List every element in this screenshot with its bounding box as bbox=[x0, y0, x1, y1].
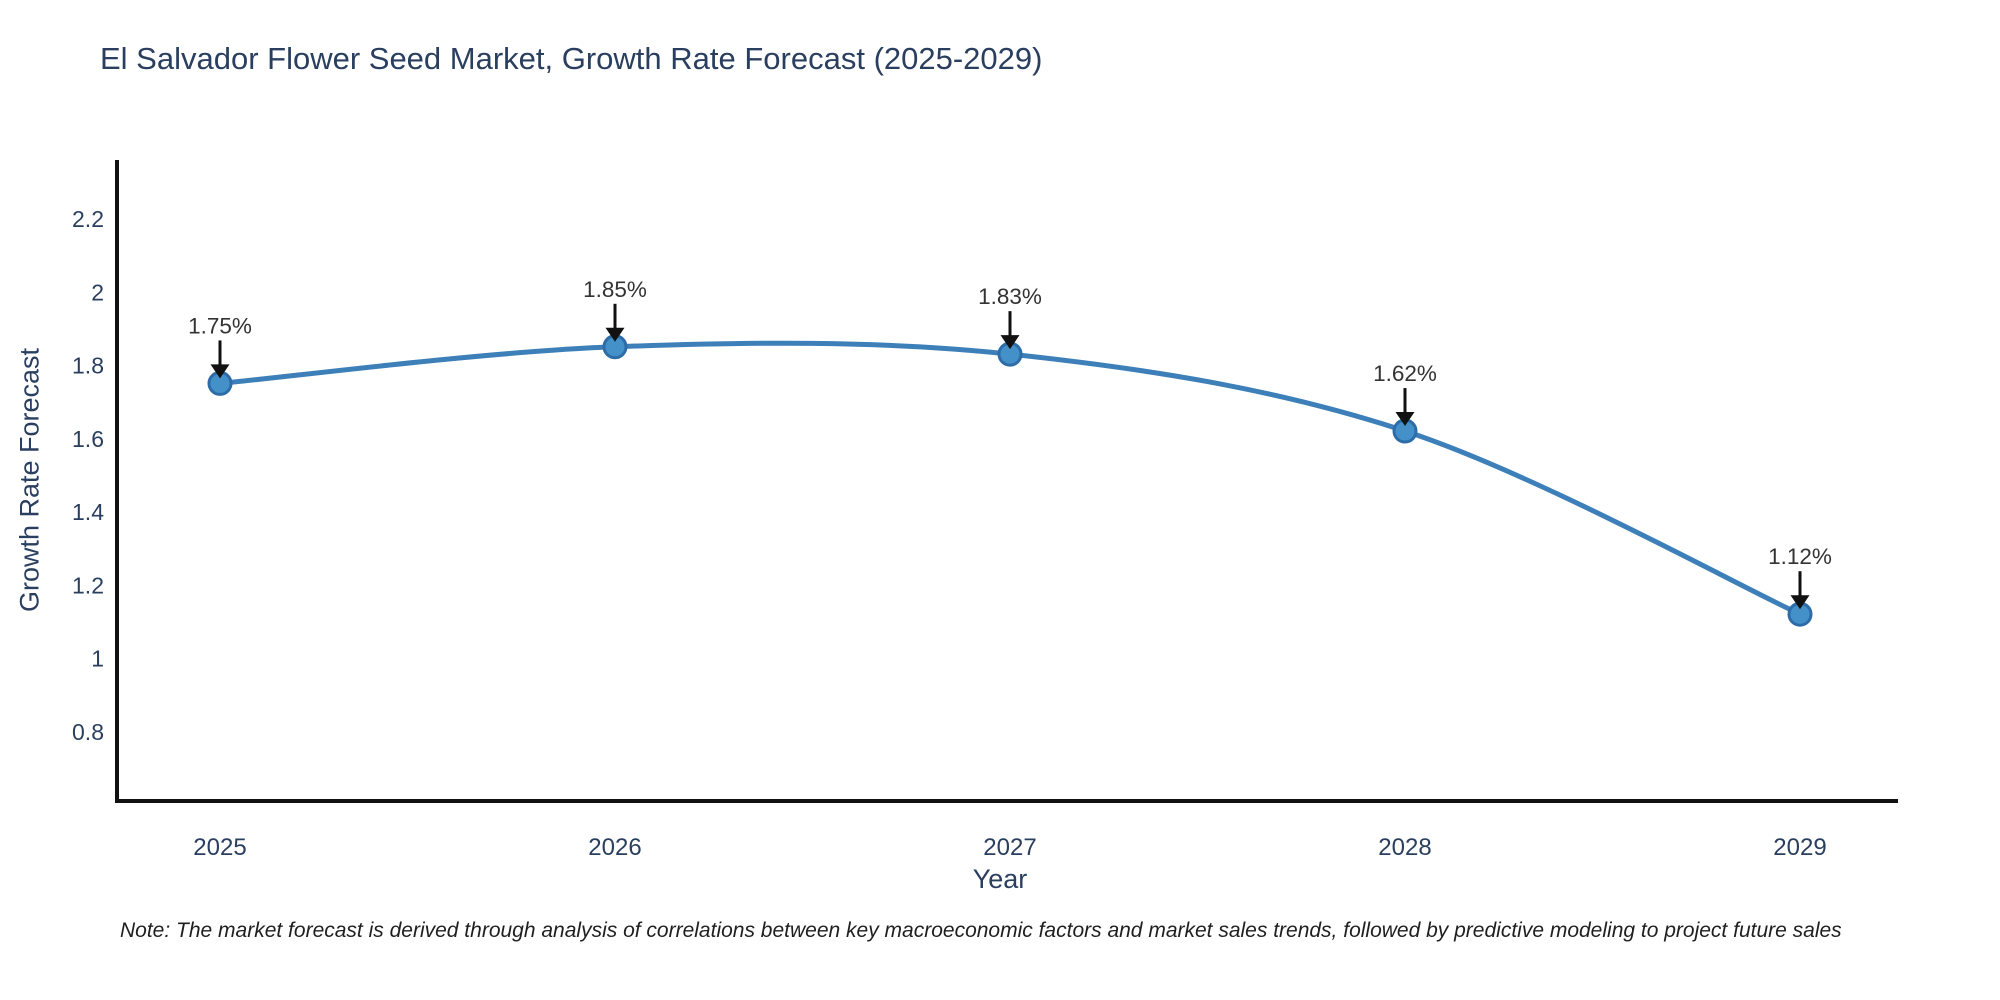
annotation-arrowhead-icon bbox=[1000, 335, 1020, 350]
y-tick-label: 1.2 bbox=[72, 572, 104, 598]
footnote: Note: The market forecast is derived thr… bbox=[120, 919, 1842, 942]
annotation-arrowhead-icon bbox=[605, 327, 625, 342]
x-tick-label: 2028 bbox=[1378, 834, 1431, 861]
y-tick-label: 2 bbox=[91, 279, 104, 305]
x-tick-label: 2029 bbox=[1773, 834, 1826, 861]
annotation-label: 1.12% bbox=[1768, 544, 1832, 569]
x-axis-title: Year bbox=[972, 864, 1028, 894]
y-tick-label: 2.2 bbox=[72, 206, 104, 232]
y-tick-label: 1 bbox=[91, 646, 104, 672]
annotation-label: 1.85% bbox=[583, 277, 647, 302]
y-tick-label: 0.8 bbox=[72, 719, 104, 745]
annotation-label: 1.62% bbox=[1373, 361, 1437, 386]
x-tick-label: 2027 bbox=[983, 834, 1036, 861]
y-tick-label: 1.8 bbox=[72, 353, 104, 379]
x-tick-label: 2025 bbox=[193, 834, 246, 861]
chart-title: El Salvador Flower Seed Market, Growth R… bbox=[100, 41, 1043, 76]
y-tick-label: 1.4 bbox=[72, 499, 104, 525]
y-axis-title: Growth Rate Forecast bbox=[14, 347, 45, 613]
annotation-arrowhead-icon bbox=[1790, 595, 1810, 610]
annotation-arrowhead-icon bbox=[1395, 412, 1415, 427]
y-tick-label: 1.6 bbox=[72, 426, 104, 452]
annotation-label: 1.75% bbox=[188, 313, 252, 338]
annotation-label: 1.83% bbox=[978, 284, 1042, 309]
x-tick-label: 2026 bbox=[588, 834, 641, 861]
series-line bbox=[217, 340, 1803, 617]
annotation-arrowhead-icon bbox=[210, 364, 230, 379]
